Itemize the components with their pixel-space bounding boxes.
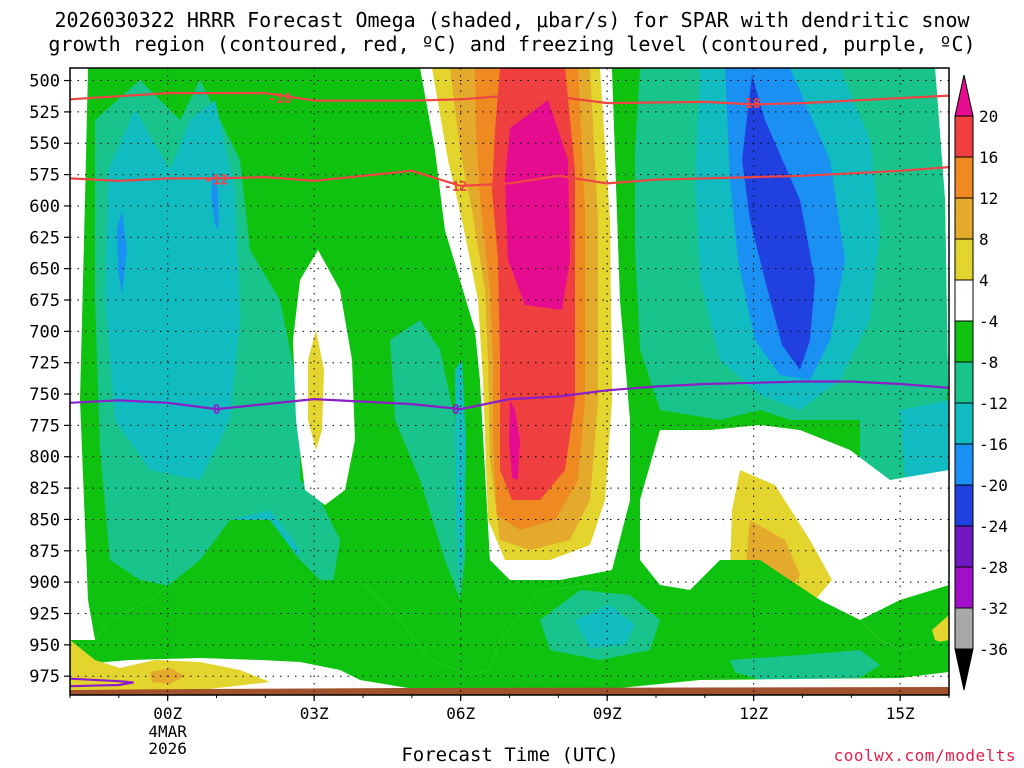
y-tick-label-575: 575 <box>29 166 60 186</box>
y-tick-label-725: 725 <box>29 354 60 374</box>
contour-label--12: -12 <box>444 180 467 195</box>
contour-0 <box>70 380 949 411</box>
contour-labels: -18 -18 -12 -12 0 0 <box>205 92 761 418</box>
colorbar-label--16: -16 <box>979 435 1008 454</box>
terrain-ground <box>70 687 949 695</box>
chart-title: 2026030322 HRRR Forecast Omega (shaded, … <box>0 8 1024 56</box>
omega-region-minus20-a <box>117 210 127 295</box>
omega-region-plus4-lower <box>70 640 270 690</box>
y-tick-label-750: 750 <box>29 385 60 405</box>
colorbar-segment-7 <box>954 361 974 404</box>
y-tick-label-775: 775 <box>29 416 60 436</box>
y-tick-label-600: 600 <box>29 197 60 217</box>
contour--18 <box>70 92 949 106</box>
colorbar-segment-10 <box>954 484 974 527</box>
omega-region-minus12-lower-right <box>730 650 880 680</box>
colorbar-segment-3 <box>954 197 974 240</box>
colorbar-label--20: -20 <box>979 476 1008 495</box>
colorbar-bottom-triangle <box>954 648 974 691</box>
x-tick-label-09Z: 09Z <box>593 704 622 723</box>
colorbar-segment-5 <box>954 279 974 322</box>
y-tick-label-950: 950 <box>29 636 60 656</box>
y-tick-label-825: 825 <box>29 479 60 499</box>
colorbar-label--24: -24 <box>979 517 1008 536</box>
y-tick-label-800: 800 <box>29 448 60 468</box>
colorbar-segment-12 <box>954 566 974 609</box>
y-tick-label-925: 925 <box>29 604 60 624</box>
omega-region-near-zero-lower <box>70 658 949 695</box>
title-line-2: growth region (contoured, red, ºC) and f… <box>48 32 976 56</box>
y-tick-label-975: 975 <box>29 667 60 687</box>
colorbar-segment-2 <box>954 156 974 199</box>
omega-shading <box>70 68 949 695</box>
omega-region-minus20-b <box>211 170 219 230</box>
colorbar-top-triangle <box>954 74 974 117</box>
y-tick-label-700: 700 <box>29 322 60 342</box>
omega-region-plus4-right-edge <box>932 615 949 645</box>
x-tick-label-15Z: 15Z <box>886 704 915 723</box>
y-tick-label-550: 550 <box>29 134 60 154</box>
colorbar-label--4: -4 <box>979 312 998 331</box>
x-tick-label-12Z: 12Z <box>739 704 768 723</box>
contour-label--12: -12 <box>205 174 228 189</box>
omega-region-plus20-lower <box>509 400 520 480</box>
y-tick-label-875: 875 <box>29 542 60 562</box>
omega-region-plus20-upper <box>505 100 570 310</box>
colorbar-segment-11 <box>954 525 974 568</box>
y-tick-label-525: 525 <box>29 103 60 123</box>
y-tick-label-850: 850 <box>29 510 60 530</box>
colorbar-segment-6 <box>954 320 974 363</box>
omega-region-minus8-lower <box>70 520 949 695</box>
contour-label-0: 0 <box>213 403 221 418</box>
y-tick-label-500: 500 <box>29 72 60 92</box>
x-tick-label-00Z: 00Z <box>153 704 182 723</box>
colorbar-label-8: 8 <box>979 230 989 249</box>
title-line-1: 2026030322 HRRR Forecast Omega (shaded, … <box>54 8 970 32</box>
y-tick-label-675: 675 <box>29 291 60 311</box>
x-axis-label: Forecast Time (UTC) <box>401 744 619 766</box>
colorbar-label-16: 16 <box>979 148 998 167</box>
omega-region-minus16-left <box>105 100 240 480</box>
y-tick-label-900: 900 <box>29 573 60 593</box>
omega-region-plus4-03z <box>308 330 324 450</box>
colorbar-label--28: -28 <box>979 558 1008 577</box>
colorbar-label-4: 4 <box>979 271 989 290</box>
colorbar: 20 16 12 8 4 -4 -8 -12 -16 -20 -24 -28 -32 -36 <box>954 74 1008 691</box>
colorbar-label--36: -36 <box>979 640 1008 659</box>
credit-text: coolwx.com/modelts <box>833 746 1016 765</box>
contour-label-0: 0 <box>452 403 460 418</box>
omega-region-minus24-right <box>742 75 815 370</box>
colorbar-segment-1 <box>954 115 974 158</box>
colorbar-segment-4 <box>954 238 974 281</box>
contour-label--18: -18 <box>737 97 761 112</box>
omega-region-minus16-mid <box>455 360 466 590</box>
contour--12 <box>70 166 949 188</box>
colorbar-label-12: 12 <box>979 189 998 208</box>
colorbar-label--12: -12 <box>979 394 1008 413</box>
omega-region-near-zero-03z <box>293 250 355 505</box>
contour-label--18: -18 <box>268 92 292 107</box>
colorbar-label--32: -32 <box>979 599 1008 618</box>
omega-region-minus12-mid <box>390 320 465 600</box>
omega-region-minus16-lower <box>575 605 635 648</box>
y-tick-label-625: 625 <box>29 228 60 248</box>
x-tick-sublabel-1: 2026 <box>148 739 187 758</box>
colorbar-segment-13 <box>954 607 974 650</box>
x-tick-sublabel-0: 4MAR <box>148 722 187 741</box>
colorbar-segment-9 <box>954 443 974 486</box>
y-axis: 500 525 550 575 600 625 650 675 700 725 750 775 800 8… <box>29 72 70 687</box>
x-tick-label-06Z: 06Z <box>446 704 475 723</box>
colorbar-label--8: -8 <box>979 353 998 372</box>
colorbar-segment-8 <box>954 402 974 445</box>
contour-0-near-surface <box>70 677 134 688</box>
colorbar-label-20: 20 <box>979 107 998 126</box>
x-tick-label-03Z: 03Z <box>300 704 329 723</box>
y-tick-label-650: 650 <box>29 260 60 280</box>
temperature-contours <box>70 92 949 688</box>
